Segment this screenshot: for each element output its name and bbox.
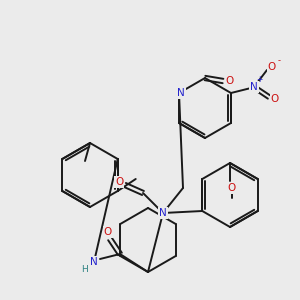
Text: N: N — [90, 257, 98, 267]
Text: N: N — [177, 88, 185, 98]
Text: N: N — [250, 82, 258, 92]
Text: O: O — [104, 227, 112, 237]
Text: O: O — [115, 177, 123, 187]
Text: +: + — [256, 76, 262, 85]
Text: O: O — [226, 76, 234, 86]
Text: O: O — [271, 94, 279, 104]
Text: O: O — [268, 62, 276, 72]
Text: N: N — [159, 208, 167, 218]
Text: -: - — [278, 56, 280, 65]
Text: O: O — [228, 183, 236, 193]
Text: H: H — [82, 265, 88, 274]
